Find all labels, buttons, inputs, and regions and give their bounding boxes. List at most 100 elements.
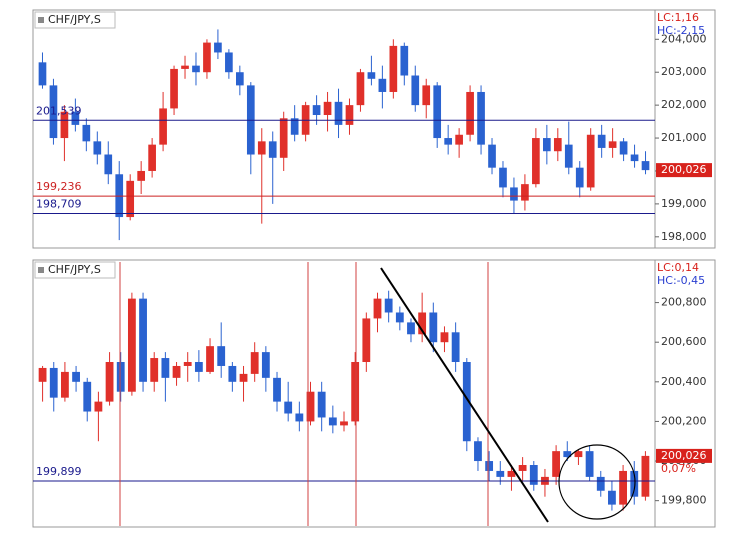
candle-body: [340, 421, 348, 426]
candle-body: [328, 417, 337, 426]
candle-body: [367, 72, 376, 79]
horizontal-line-label: 201,539: [36, 104, 82, 117]
candle-body: [290, 118, 299, 135]
y-tick-label: 198,000: [661, 230, 707, 243]
candle-body: [104, 154, 113, 175]
candle-body: [641, 161, 650, 171]
horizontal-line-label: 199,899: [36, 465, 82, 478]
candle-body: [172, 365, 181, 378]
candle-body: [411, 75, 420, 106]
candle-body: [641, 455, 650, 497]
candle-body: [139, 298, 147, 382]
candle-body: [38, 62, 47, 86]
candle-body: [82, 124, 91, 142]
candle-body: [564, 144, 573, 168]
last-price-box: [656, 163, 712, 178]
candle-body: [295, 413, 304, 422]
candle-body: [518, 465, 527, 471]
candle-body: [170, 68, 178, 109]
candle-body: [529, 465, 538, 485]
candle-body: [228, 365, 237, 382]
candle-body: [61, 371, 69, 398]
candle-body: [433, 85, 442, 139]
candle-body: [575, 167, 584, 188]
candle-body: [440, 332, 449, 343]
candle-body: [543, 138, 551, 152]
candle-body: [389, 45, 398, 92]
candle-body: [552, 451, 561, 477]
candle-body: [597, 134, 606, 148]
candle-body: [507, 470, 516, 477]
candle-body: [563, 451, 572, 458]
candle-body: [510, 187, 518, 201]
candle-body: [429, 312, 438, 343]
candle-body: [137, 170, 145, 181]
title-icon: [38, 267, 44, 273]
candle-body: [49, 367, 58, 398]
chart-title: CHF/JPY,S: [48, 13, 101, 26]
candle-body: [474, 441, 482, 462]
candle-body: [373, 298, 382, 319]
candle-body: [608, 490, 616, 505]
candle-body: [279, 118, 288, 158]
candle-body: [71, 111, 80, 125]
candle-body: [127, 298, 136, 392]
y-tick-label: 202,000: [661, 98, 707, 111]
annotation: LC:0,14: [657, 261, 699, 274]
trend-line: [380, 267, 549, 523]
last-price-label: 200,026: [661, 449, 707, 462]
candle-body: [284, 401, 293, 414]
candle-body: [418, 312, 427, 335]
candle-body: [206, 346, 214, 372]
candle-body: [203, 42, 211, 73]
y-tick-label: 200,400: [661, 375, 707, 388]
annotation: HC:-0,45: [657, 274, 705, 287]
candle-body: [619, 141, 628, 155]
annotation: LC:1,16: [657, 11, 699, 24]
candle-body: [317, 391, 326, 418]
candle-body: [630, 470, 639, 497]
candle-body: [378, 78, 387, 92]
candle-body: [148, 144, 156, 171]
candle-body: [422, 85, 431, 106]
candle-body: [72, 371, 80, 382]
candle-body: [496, 470, 505, 477]
candle-body: [466, 91, 474, 135]
candle-body: [93, 141, 102, 155]
candle-body: [356, 72, 365, 106]
y-tick-label: 199,800: [661, 494, 707, 507]
title-icon: [38, 17, 44, 23]
y-tick-label: 199,000: [661, 197, 707, 210]
candle-body: [334, 101, 343, 125]
horizontal-line-label: 198,709: [36, 197, 82, 210]
candle-body: [150, 358, 159, 382]
candle-body: [574, 451, 583, 458]
candle-body: [49, 85, 58, 139]
y-tick-label: 204,000: [661, 32, 707, 45]
y-tick-label: 201,000: [661, 131, 707, 144]
candle-body: [181, 65, 189, 69]
candle-body: [345, 105, 354, 125]
candle-body: [407, 322, 415, 335]
change-label: 0,07%: [661, 462, 696, 475]
candle-body: [225, 52, 233, 73]
circle-marker: [558, 444, 636, 520]
candle-body: [395, 312, 404, 323]
candle-body: [257, 141, 266, 155]
candle-body: [630, 154, 639, 162]
candle-body: [214, 42, 222, 53]
candle-body: [444, 138, 452, 145]
candle-body: [384, 298, 393, 313]
y-tick-label: 200,600: [661, 335, 707, 348]
candle-body: [351, 362, 360, 422]
candle-body: [462, 362, 471, 442]
candle-body: [488, 144, 496, 168]
last-price-box: [656, 448, 712, 463]
candle-body: [183, 362, 192, 366]
candle-body: [553, 138, 562, 152]
candle-body: [306, 391, 315, 422]
candle-body: [273, 377, 281, 402]
candle-body: [194, 362, 203, 372]
candle-body: [477, 91, 485, 145]
